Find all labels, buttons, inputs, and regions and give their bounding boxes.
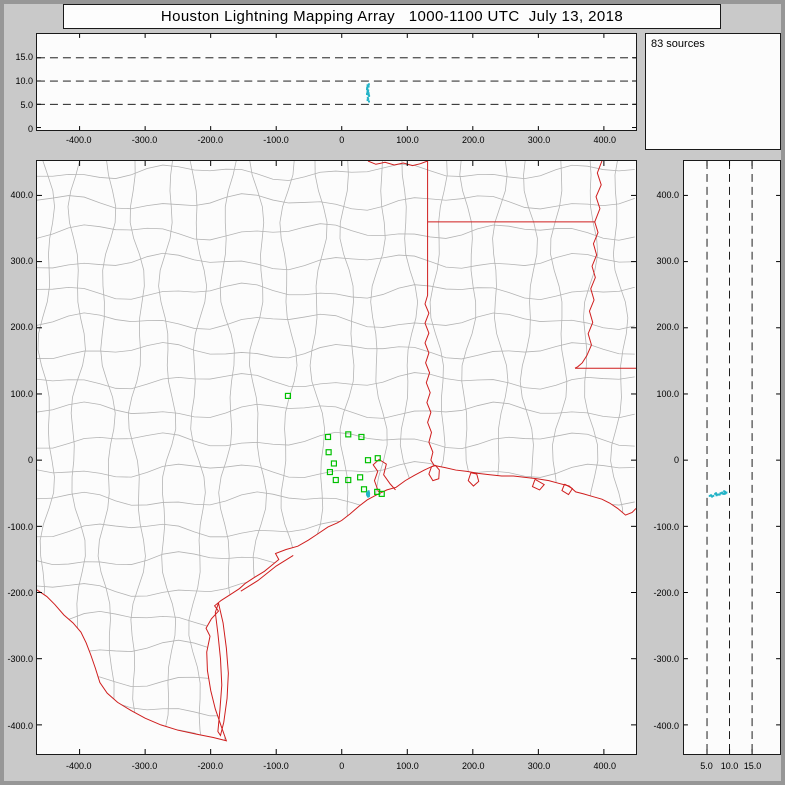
mississippi-river-border bbox=[574, 161, 603, 369]
tick-label: -400.0 bbox=[65, 135, 92, 145]
texas-east-border bbox=[424, 161, 435, 466]
source-count-label: 83 sources bbox=[651, 38, 705, 50]
red-river-border bbox=[367, 161, 428, 167]
calcasieu-lake bbox=[467, 472, 480, 487]
tick-label: -200.0 bbox=[197, 135, 224, 145]
tick-label: 10.0 bbox=[15, 76, 33, 86]
tick-label: 0 bbox=[339, 761, 345, 771]
station-marker bbox=[332, 476, 339, 484]
station-marker bbox=[284, 392, 292, 399]
tick-label: 15.0 bbox=[743, 761, 762, 771]
state-borders bbox=[37, 161, 636, 742]
tick-label: 5.0 bbox=[700, 761, 713, 771]
tick-label: -300.0 bbox=[131, 135, 158, 145]
lightning-sources-plan bbox=[366, 490, 371, 498]
station-marker bbox=[374, 455, 381, 462]
lightning-sources-alt-ns bbox=[708, 490, 728, 498]
tick-label: -100.0 bbox=[263, 135, 289, 145]
tick-label: 200.0 bbox=[462, 135, 485, 145]
padre-island bbox=[214, 602, 229, 737]
lightning-sources-alt-ew bbox=[366, 83, 371, 103]
tick-label: 5.0 bbox=[20, 99, 33, 110]
tick-label: -100.0 bbox=[653, 521, 679, 532]
tick-label: -200.0 bbox=[7, 587, 33, 598]
source-count-panel: 83 sources bbox=[645, 33, 781, 150]
tick-label: -300.0 bbox=[7, 654, 33, 665]
station-marker bbox=[345, 476, 352, 484]
lma-stations bbox=[284, 392, 385, 497]
tick-label: 200.0 bbox=[462, 761, 485, 771]
tick-label: 400.0 bbox=[593, 761, 617, 771]
station-marker bbox=[325, 449, 332, 456]
tick-label: 15.0 bbox=[15, 52, 33, 63]
galveston-bay bbox=[372, 458, 396, 493]
page-title: Houston Lightning Mapping Array 1000-110… bbox=[160, 8, 624, 25]
tick-label: -300.0 bbox=[131, 761, 158, 771]
tick-label: 400.0 bbox=[593, 135, 617, 145]
station-marker bbox=[358, 433, 365, 441]
tick-label: 400.0 bbox=[10, 189, 33, 200]
tick-label: 0 bbox=[339, 135, 345, 145]
station-marker bbox=[364, 457, 372, 464]
tick-label: -200.0 bbox=[653, 587, 679, 598]
tick-label: -400.0 bbox=[7, 720, 33, 731]
altitude-ew-panel[interactable] bbox=[36, 33, 637, 131]
station-marker bbox=[345, 431, 352, 438]
altitude-ns-panel[interactable] bbox=[683, 160, 781, 755]
station-marker bbox=[378, 490, 385, 497]
plan-view-panel[interactable] bbox=[36, 160, 637, 755]
tick-label: -200.0 bbox=[197, 761, 224, 771]
station-marker bbox=[360, 486, 368, 493]
station-marker bbox=[330, 460, 337, 467]
tick-label: -100.0 bbox=[7, 521, 33, 532]
station-marker bbox=[357, 474, 364, 481]
station-marker bbox=[326, 468, 334, 476]
tick-label: 0 bbox=[27, 455, 33, 466]
title-bar: Houston Lightning Mapping Array 1000-110… bbox=[63, 4, 721, 29]
tick-label: 100.0 bbox=[396, 761, 419, 771]
station-marker bbox=[324, 433, 332, 441]
county-boundaries bbox=[37, 161, 635, 741]
tick-label: 100.0 bbox=[656, 388, 679, 399]
white-lake bbox=[531, 478, 545, 491]
altitude-ew-plot[interactable] bbox=[37, 34, 636, 130]
tick-label: -300.0 bbox=[653, 654, 679, 665]
tick-label: 100.0 bbox=[396, 135, 419, 145]
tick-label: -400.0 bbox=[65, 761, 92, 771]
plan-view-map-plot[interactable] bbox=[37, 161, 636, 754]
tick-label: 10.0 bbox=[720, 761, 739, 771]
matagorda-island-chain bbox=[240, 555, 294, 592]
sabine-lake bbox=[428, 464, 440, 482]
tick-label: 100.0 bbox=[10, 388, 33, 399]
tick-label: 400.0 bbox=[656, 189, 679, 200]
tick-label: 0 bbox=[27, 123, 33, 134]
tick-label: 300.0 bbox=[10, 255, 33, 266]
vermilion-bay bbox=[561, 483, 574, 496]
tick-label: -100.0 bbox=[263, 761, 289, 771]
tick-label: 0 bbox=[673, 455, 679, 466]
tick-label: 200.0 bbox=[656, 322, 679, 333]
tick-label: 200.0 bbox=[10, 322, 33, 333]
tick-label: 300.0 bbox=[527, 135, 551, 145]
tick-label: 300.0 bbox=[656, 255, 679, 266]
altitude-ns-plot[interactable] bbox=[684, 161, 780, 754]
tick-label: -400.0 bbox=[653, 720, 679, 731]
coastline bbox=[37, 464, 636, 742]
tick-label: 300.0 bbox=[527, 761, 551, 771]
